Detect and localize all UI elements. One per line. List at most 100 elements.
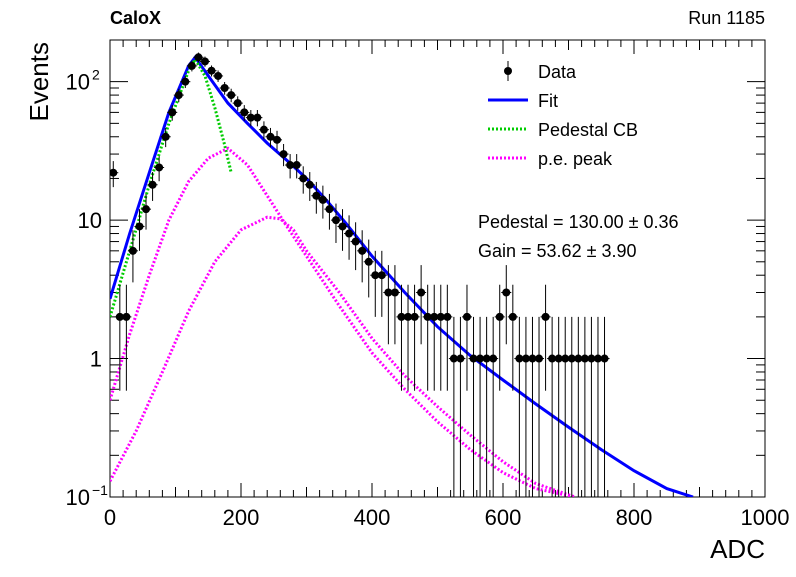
data-point <box>600 354 609 363</box>
data-point <box>207 66 216 75</box>
data-point <box>168 108 177 117</box>
data-point <box>351 237 360 246</box>
data-point <box>515 354 524 363</box>
data-point <box>443 312 452 321</box>
data-point <box>364 257 373 266</box>
data-point <box>462 312 471 321</box>
data-point <box>456 354 465 363</box>
data-point <box>240 108 249 117</box>
data-point <box>318 195 327 204</box>
data-point <box>567 354 576 363</box>
data-point <box>227 91 236 100</box>
x-tick-label: 0 <box>104 505 116 530</box>
data-point <box>449 354 458 363</box>
data-point <box>181 77 190 86</box>
series-curve-p-e-peak <box>110 215 576 497</box>
plot-frame <box>109 39 766 498</box>
y-axis-label: Events <box>24 42 54 122</box>
data-point <box>110 168 118 177</box>
data-point <box>587 354 596 363</box>
data-point <box>436 312 445 321</box>
data-point <box>430 312 439 321</box>
data-point <box>299 174 308 183</box>
data-point <box>390 288 399 297</box>
data-point <box>214 71 223 80</box>
data-point <box>345 229 354 238</box>
data-point <box>521 354 530 363</box>
legend-label: Data <box>538 62 577 82</box>
data-point <box>187 61 196 70</box>
experiment-label: CaloX <box>110 8 161 28</box>
data-point <box>548 354 557 363</box>
legend-label: Fit <box>538 91 558 111</box>
data-point <box>155 163 164 172</box>
x-tick-label: 400 <box>354 505 391 530</box>
data-point <box>305 180 314 189</box>
x-axis-ticks: 0 200 400 600 800 1000 <box>104 40 789 530</box>
data-point <box>115 312 124 321</box>
series-curve-pedestal-cb <box>110 56 233 318</box>
data-point <box>338 222 347 231</box>
x-axis-label: ADC <box>710 534 765 564</box>
data-point <box>142 205 151 214</box>
data-point <box>423 312 432 321</box>
legend-label: Pedestal CB <box>538 120 638 140</box>
data-point <box>541 312 550 321</box>
data-point <box>253 113 262 122</box>
data-point <box>312 191 321 200</box>
data-point <box>502 288 511 297</box>
y-tick-label: 1 <box>90 347 102 372</box>
data-point <box>580 354 589 363</box>
data-point <box>259 125 268 134</box>
data-point <box>489 354 498 363</box>
data-point <box>574 354 583 363</box>
data-point <box>377 271 386 280</box>
data-point <box>554 354 563 363</box>
y-tick-exponent: 2 <box>92 67 100 83</box>
y-tick-label: 10 <box>66 485 90 510</box>
data-point <box>233 99 242 108</box>
pedestal-annotation: Pedestal = 130.00 ± 0.36 <box>478 212 679 232</box>
data-point <box>174 91 183 100</box>
x-tick-label: 600 <box>485 505 522 530</box>
y-tick-label: 10 <box>66 70 90 95</box>
data-point <box>469 354 478 363</box>
data-point <box>135 222 144 231</box>
data-point <box>482 354 491 363</box>
legend: Data Fit Pedestal CB p.e. peak <box>488 61 638 169</box>
data-point <box>292 161 301 170</box>
data-point <box>397 312 406 321</box>
data-point <box>220 84 229 93</box>
y-tick-exponent: −1 <box>92 482 108 498</box>
data-point <box>200 57 209 66</box>
data-layer <box>110 52 694 497</box>
series-curve-p-e-peak <box>110 146 576 497</box>
data-point <box>128 246 137 255</box>
data-point <box>279 150 288 159</box>
data-point <box>194 53 203 62</box>
data-point <box>148 180 157 189</box>
x-tick-label: 800 <box>616 505 653 530</box>
data-point <box>246 113 255 122</box>
y-tick-label: 10 <box>78 208 102 233</box>
data-point <box>528 354 537 363</box>
legend-label: p.e. peak <box>538 149 613 169</box>
data-point <box>358 246 367 255</box>
data-point <box>371 271 380 280</box>
legend-marker <box>504 67 512 75</box>
data-point <box>495 312 504 321</box>
data-point <box>161 132 170 141</box>
data-point <box>417 288 426 297</box>
x-tick-label: 200 <box>223 505 260 530</box>
data-point <box>476 354 485 363</box>
data-point <box>404 312 413 321</box>
data-point <box>286 161 295 170</box>
gain-annotation: Gain = 53.62 ± 3.90 <box>478 241 637 261</box>
data-point <box>325 205 334 214</box>
data-point <box>561 354 570 363</box>
run-label: Run 1185 <box>688 8 765 28</box>
data-point <box>384 288 393 297</box>
